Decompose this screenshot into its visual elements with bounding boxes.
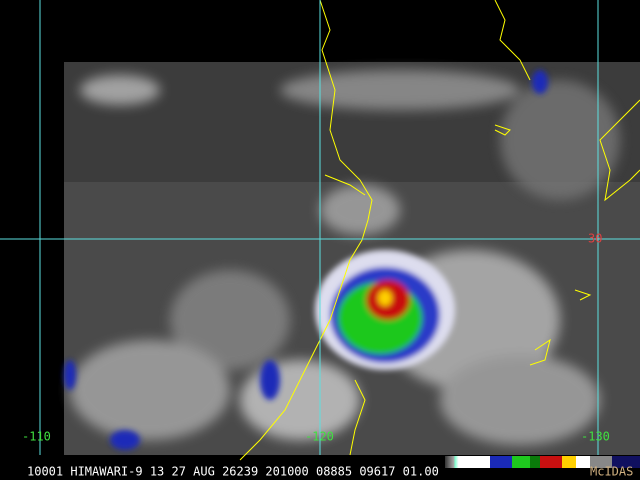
footer-info: 10001 HIMAWARI-9 13 27 AUG 26239 201000 … [27,465,439,479]
longitude-label: -110 [22,430,51,444]
image-area [64,62,640,455]
coastlines [239,0,640,461]
graticule [0,0,640,455]
color-bar [445,456,640,468]
longitude-label: -130 [581,430,610,444]
latitude-label: 30 [588,232,602,246]
footer-logo: McIDAS [590,465,633,479]
longitude-label: -120 [305,430,334,444]
